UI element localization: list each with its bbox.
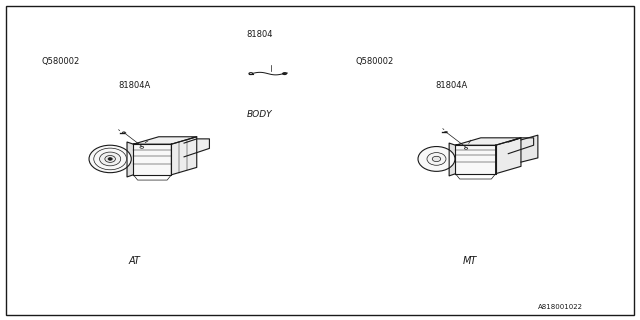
Ellipse shape <box>94 148 127 170</box>
Polygon shape <box>456 145 495 174</box>
Text: 81804A: 81804A <box>118 81 150 90</box>
Ellipse shape <box>100 152 121 166</box>
Ellipse shape <box>105 156 115 162</box>
Text: 81804A: 81804A <box>435 81 467 90</box>
Polygon shape <box>456 138 521 145</box>
Polygon shape <box>521 135 538 162</box>
Ellipse shape <box>122 132 125 133</box>
Ellipse shape <box>249 73 253 75</box>
Ellipse shape <box>445 131 447 133</box>
Ellipse shape <box>427 153 446 165</box>
Text: AT: AT <box>129 256 140 266</box>
Text: A818001022: A818001022 <box>538 304 582 310</box>
Polygon shape <box>127 142 133 177</box>
Ellipse shape <box>283 73 287 75</box>
Ellipse shape <box>108 158 112 160</box>
Polygon shape <box>184 139 209 157</box>
Ellipse shape <box>89 145 131 173</box>
Ellipse shape <box>432 156 441 162</box>
Polygon shape <box>508 138 534 154</box>
Polygon shape <box>449 143 456 176</box>
Ellipse shape <box>140 146 144 148</box>
Ellipse shape <box>418 147 455 171</box>
Ellipse shape <box>465 148 468 149</box>
Text: MT: MT <box>463 256 477 266</box>
Polygon shape <box>495 138 521 174</box>
Text: 81804: 81804 <box>246 30 273 39</box>
Text: BODY: BODY <box>246 110 272 119</box>
Polygon shape <box>133 144 172 175</box>
Polygon shape <box>172 137 196 175</box>
Text: Q580002: Q580002 <box>42 57 80 66</box>
Text: Q580002: Q580002 <box>355 57 394 66</box>
Polygon shape <box>133 137 196 144</box>
